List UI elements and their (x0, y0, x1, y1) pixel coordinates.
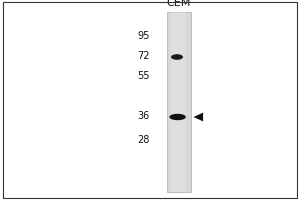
Text: 72: 72 (137, 51, 150, 61)
Text: 28: 28 (138, 135, 150, 145)
Bar (171, 12, 186, 192)
Text: CEM: CEM (166, 0, 191, 8)
Bar (167, 12, 191, 192)
Polygon shape (194, 113, 203, 121)
Ellipse shape (171, 54, 183, 60)
Text: 95: 95 (138, 31, 150, 41)
Text: 55: 55 (137, 71, 150, 81)
Text: 36: 36 (138, 111, 150, 121)
Ellipse shape (169, 114, 186, 120)
